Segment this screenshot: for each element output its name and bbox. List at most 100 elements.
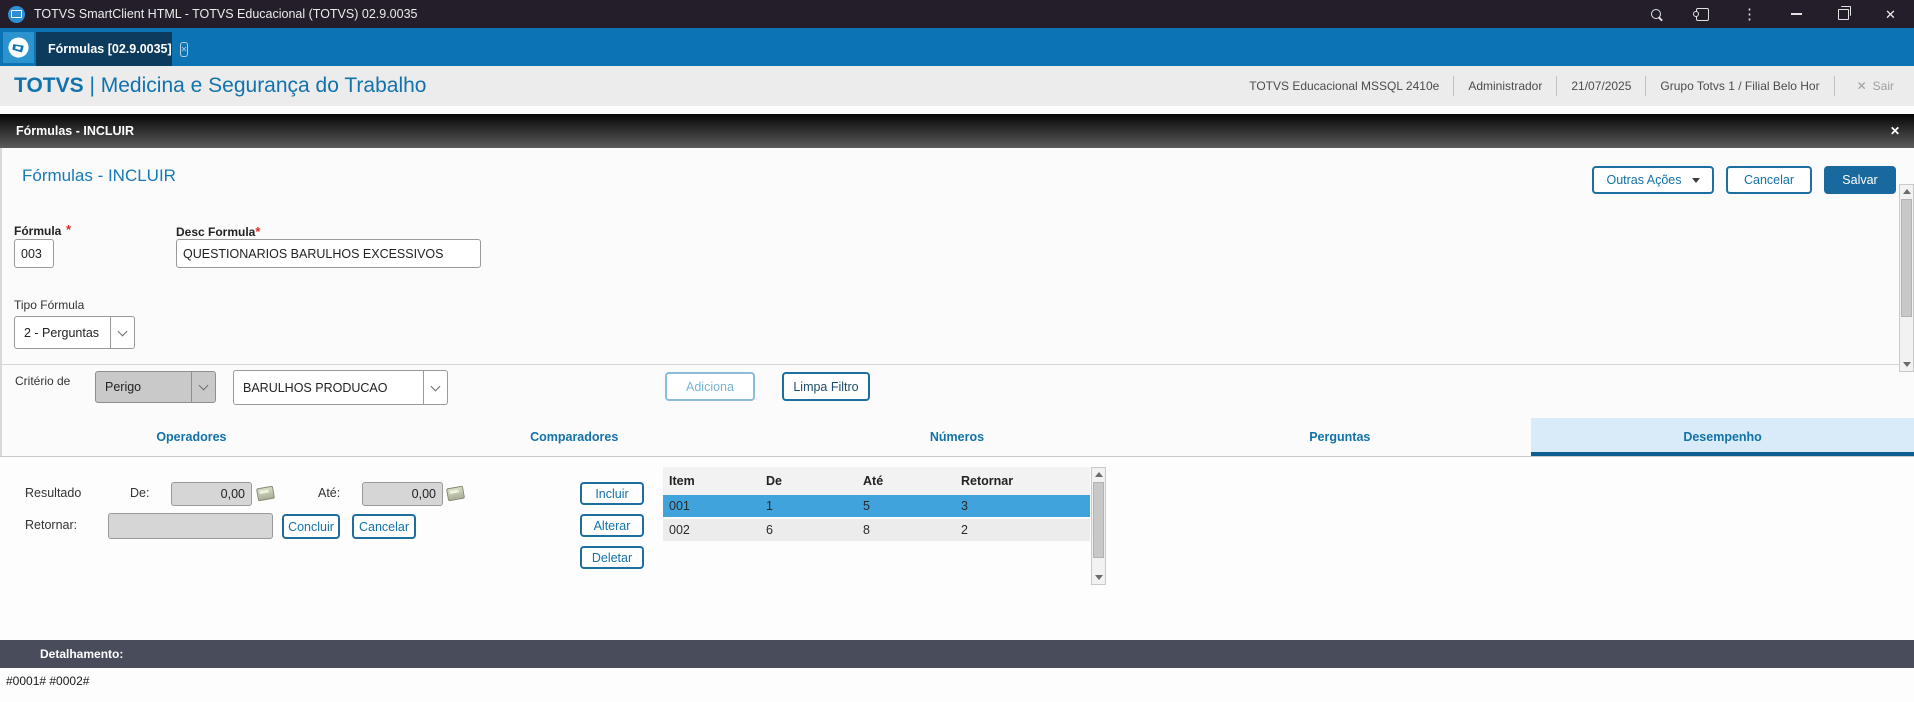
desc-required-marker: * — [255, 224, 261, 239]
save-button[interactable]: Salvar — [1824, 166, 1896, 194]
limpa-filtro-button[interactable]: Limpa Filtro — [782, 372, 870, 401]
window-titlebar: TOTVS SmartClient HTML - TOTVS Educacion… — [0, 0, 1914, 28]
routine-title: Fórmulas - INCLUIR — [16, 124, 135, 138]
tab-comparadores[interactable]: Comparadores — [530, 430, 619, 444]
branch-label: Grupo Totvs 1 / Filial Belo Hor — [1645, 76, 1833, 96]
detalhamento-label: Detalhamento: — [40, 647, 124, 661]
module-name: | Medicina e Segurança do Trabalho — [89, 74, 427, 97]
cell-de: 1 — [766, 499, 773, 513]
cell-de: 6 — [766, 523, 773, 537]
col-ate: Até — [863, 474, 884, 488]
desc-formula-label-text: Desc Formula — [176, 225, 256, 239]
detalhamento-content-area: #0001# #0002# — [0, 668, 1914, 702]
col-retornar: Retornar — [961, 474, 1014, 488]
restore-icon — [1838, 5, 1851, 20]
tipo-formula-label: Tipo Fórmula — [14, 298, 85, 312]
restore-button[interactable] — [1820, 0, 1867, 28]
page-title: Fórmulas - INCLUIR — [22, 166, 176, 185]
deletar-button[interactable]: Deletar — [580, 546, 644, 569]
cell-retornar: 3 — [961, 499, 968, 513]
logout-label: Sair — [1872, 79, 1894, 93]
chevron-down-icon — [1691, 177, 1700, 183]
logout-x-icon: ✕ — [1856, 79, 1867, 93]
alterar-button[interactable]: Alterar — [580, 514, 644, 537]
calculator-icon[interactable] — [446, 485, 465, 502]
tipo-formula-arrow[interactable] — [110, 317, 134, 348]
module-header: TOTVS | Medicina e Segurança do Trabalho… — [0, 66, 1914, 106]
table-row[interactable]: 002 6 8 2 — [663, 519, 1090, 541]
minimize-icon — [1791, 13, 1802, 15]
table-header-row: Item De Até Retornar — [663, 467, 1090, 495]
extensions-button[interactable] — [1679, 0, 1726, 28]
tab-label: Fórmulas [02.9.0035] — [48, 42, 172, 56]
extensions-icon — [1693, 7, 1709, 21]
scroll-down-icon[interactable] — [1092, 571, 1105, 584]
cell-retornar: 2 — [961, 523, 968, 537]
scroll-up-icon[interactable] — [1900, 185, 1913, 198]
browser-menu-button[interactable]: ⋮ — [1726, 0, 1773, 28]
criterio-valor-select[interactable]: BARULHOS PRODUCAO — [233, 370, 448, 405]
form-scrollbar-thumb[interactable] — [1901, 199, 1912, 317]
ate-label: Até: — [318, 486, 341, 500]
col-de: De — [766, 474, 782, 488]
criterio-valor-value: BARULHOS PRODUCAO — [243, 380, 388, 395]
app-logo-icon — [8, 5, 25, 23]
table-scrollbar[interactable] — [1091, 467, 1106, 585]
criterio-tipo-arrow[interactable] — [191, 372, 215, 402]
retornar-label: Retornar: — [25, 518, 78, 532]
resultados-table: Item De Até Retornar 001 1 5 3 002 6 8 2 — [663, 467, 1090, 543]
formula-input[interactable] — [14, 239, 54, 268]
calculator-icon[interactable] — [256, 485, 275, 502]
zoom-search-button[interactable] — [1632, 0, 1679, 28]
formula-tabs: Operadores Comparadores Números Pergunta… — [0, 418, 1914, 457]
table-row-selected[interactable]: 001 1 5 3 — [663, 495, 1090, 517]
detalhamento-content: #0001# #0002# — [6, 674, 90, 688]
tab-operadores[interactable]: Operadores — [156, 430, 227, 444]
cell-ate: 8 — [863, 523, 870, 537]
cell-item: 001 — [669, 499, 690, 513]
panel-left-border — [0, 148, 2, 640]
scroll-down-icon[interactable] — [1900, 358, 1913, 371]
form-scrollbar[interactable] — [1899, 184, 1914, 372]
desc-formula-input[interactable] — [176, 239, 481, 268]
cancelar-button[interactable]: Cancelar — [352, 514, 416, 539]
window-title: TOTVS SmartClient HTML - TOTVS Educacion… — [34, 7, 418, 21]
tab-numeros[interactable]: Números — [929, 430, 985, 444]
tab-formulas[interactable]: Fórmulas [02.9.0035] ✕ — [36, 32, 189, 66]
tab-desempenho[interactable]: Desempenho — [1531, 418, 1914, 456]
user-label: Administrador — [1453, 76, 1556, 96]
de-input[interactable] — [171, 482, 252, 506]
criterio-valor-arrow[interactable] — [423, 371, 447, 404]
retornar-input[interactable] — [108, 513, 273, 539]
incluir-button[interactable]: Incluir — [580, 482, 644, 505]
close-window-button[interactable]: ✕ — [1867, 0, 1914, 28]
module-title: TOTVS | Medicina e Segurança do Trabalho — [14, 74, 426, 98]
main-content: Fórmulas - INCLUIR Outras Ações Cancelar… — [0, 148, 1914, 640]
formula-label: Fórmula — [14, 224, 62, 238]
scroll-up-icon[interactable] — [1092, 468, 1105, 481]
cell-ate: 5 — [863, 499, 870, 513]
adiciona-button[interactable]: Adiciona — [665, 372, 755, 401]
brand-name: TOTVS — [14, 74, 90, 97]
chevron-down-icon — [430, 381, 441, 391]
desc-formula-label: Desc Formula* — [176, 224, 260, 239]
table-scrollbar-thumb[interactable] — [1093, 482, 1104, 558]
criterio-tipo-select[interactable]: Perigo — [95, 371, 216, 403]
tab-perguntas[interactable]: Perguntas — [1309, 430, 1371, 444]
outras-acoes-button[interactable]: Outras Ações — [1592, 166, 1714, 194]
close-icon: ✕ — [1885, 6, 1896, 22]
criterio-label: Critério de — [15, 374, 71, 388]
logout-button[interactable]: ✕ Sair — [1833, 76, 1904, 96]
col-item: Item — [669, 474, 695, 488]
ate-input[interactable] — [362, 482, 443, 506]
cancel-button[interactable]: Cancelar — [1726, 166, 1812, 194]
tipo-formula-select[interactable]: 2 - Perguntas — [14, 316, 135, 349]
minimize-button[interactable] — [1773, 0, 1820, 28]
tab-close-icon[interactable]: ✕ — [179, 41, 189, 57]
desempenho-panel: Resultado De: Até: Retornar: Concluir Ca… — [0, 457, 1914, 640]
tipo-formula-value: 2 - Perguntas — [24, 325, 100, 340]
routine-close-icon[interactable]: ✕ — [1889, 124, 1900, 138]
concluir-button[interactable]: Concluir — [282, 514, 340, 539]
totvs-home-button[interactable] — [3, 32, 34, 63]
